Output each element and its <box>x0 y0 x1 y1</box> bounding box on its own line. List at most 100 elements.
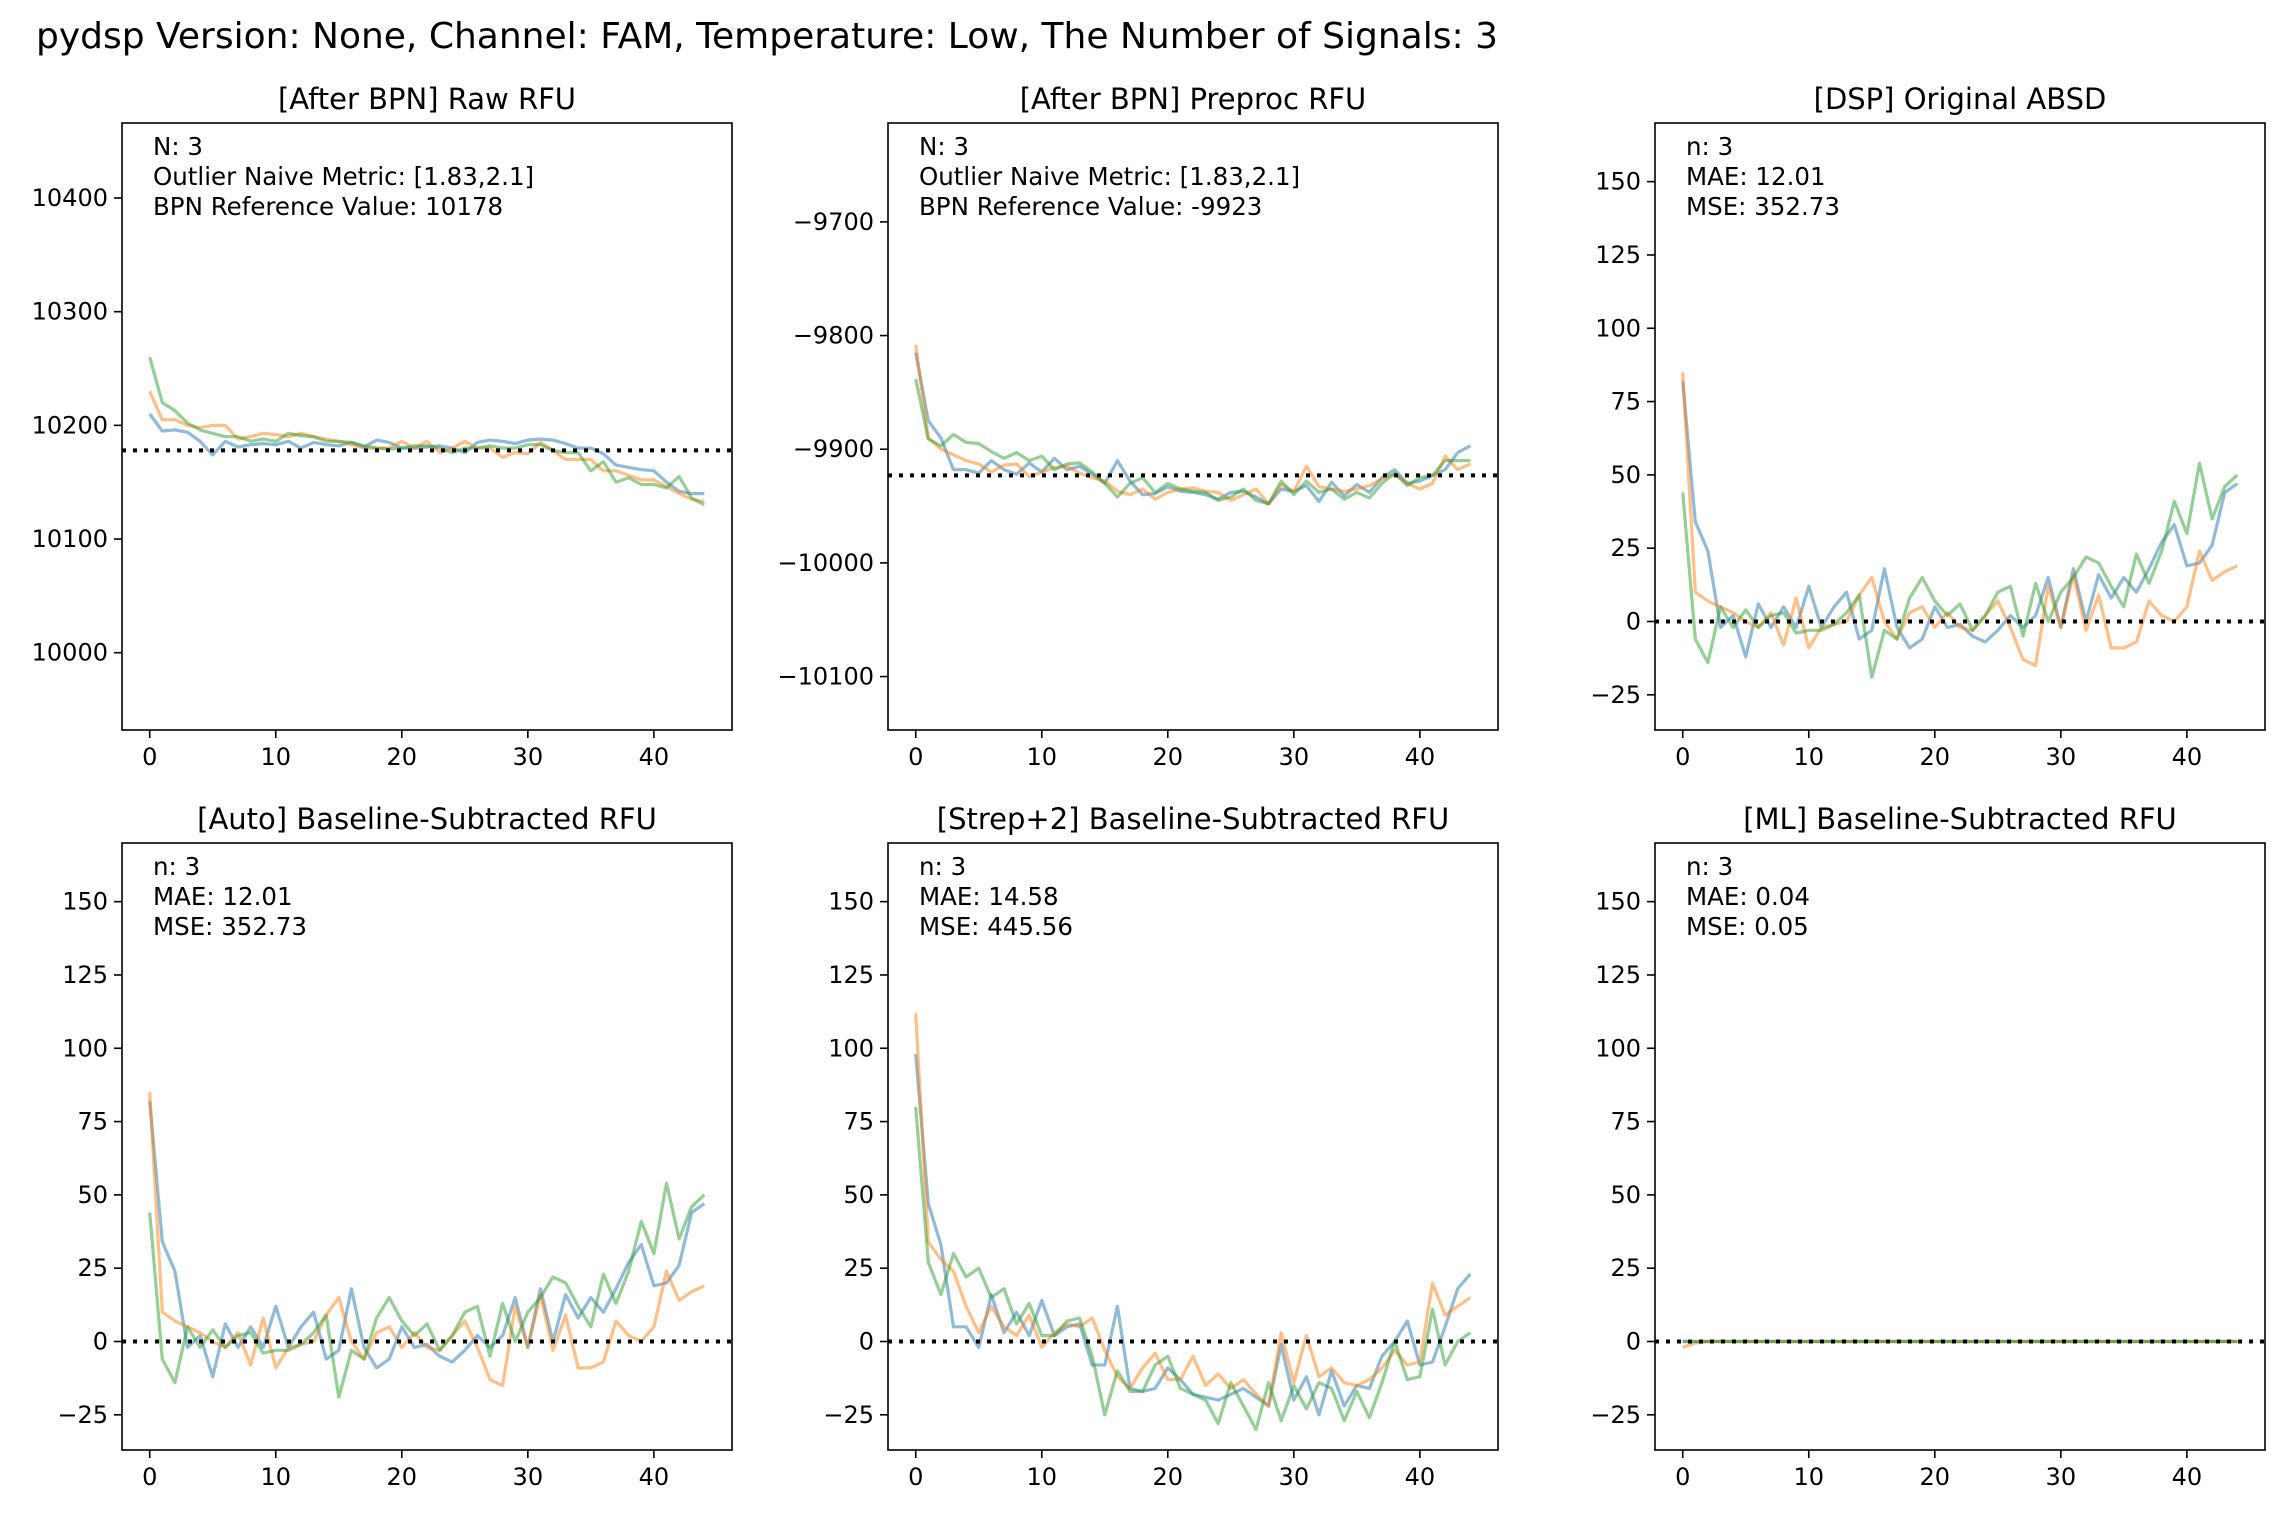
annotation-line: MSE: 352.73 <box>1686 192 1840 221</box>
y-tick-label: −10100 <box>778 663 874 691</box>
annotation-line: BPN Reference Value: -9923 <box>919 192 1262 221</box>
x-tick-label: 20 <box>1153 743 1184 771</box>
subplot-title: [After BPN] Preproc RFU <box>1020 82 1367 116</box>
axes-frame <box>1654 842 2266 1451</box>
y-tick-label: 75 <box>843 1108 874 1136</box>
y-tick-label: 10300 <box>32 298 108 326</box>
subplot-title: [ML] Baseline-Subtracted RFU <box>1743 802 2177 836</box>
subplot-1: [After BPN] Raw RFU 0 10 20 30 40 10000 10100 10… <box>32 82 733 771</box>
x-tick-label: 30 <box>513 743 544 771</box>
axes-frame <box>887 122 1499 731</box>
x-tick-label: 10 <box>1793 743 1824 771</box>
x-tick-label: 10 <box>1026 1463 1057 1491</box>
series-line-2 <box>148 1092 705 1388</box>
y-tick-label: 0 <box>1626 608 1641 636</box>
x-tick-label: 20 <box>387 1463 418 1491</box>
annotation-line: BPN Reference Value: 10178 <box>153 192 503 221</box>
y-tick-label: 0 <box>1626 1328 1641 1356</box>
y-tick-label: 150 <box>828 888 874 916</box>
x-tick-label: 10 <box>260 1463 291 1491</box>
series-line-3 <box>148 1181 706 1399</box>
subplot-3: [DSP] Original ABSD 0 10 20 30 40 150 125 100 75 5… <box>1590 82 2266 771</box>
y-tick-label: 50 <box>1610 1181 1641 1209</box>
annotation-line: MSE: 445.56 <box>919 912 1073 941</box>
plot-area <box>122 1092 732 1399</box>
y-tick-label: 75 <box>1610 1108 1641 1136</box>
series-line-3 <box>148 356 706 507</box>
plot-area <box>888 1013 1498 1432</box>
y-tick-label: 25 <box>77 1254 108 1282</box>
x-tick-label: 20 <box>1920 743 1951 771</box>
x-tick-label: 20 <box>1153 1463 1184 1491</box>
annotation-line: n: 3 <box>919 852 966 881</box>
x-tick-label: 0 <box>908 1463 923 1491</box>
x-tick-label: 40 <box>1405 743 1436 771</box>
x-tick-label: 30 <box>2046 1463 2077 1491</box>
plot-area <box>1655 372 2265 679</box>
x-tick-label: 40 <box>639 1463 670 1491</box>
y-tick-label: 10100 <box>32 525 108 553</box>
y-tick-label: 25 <box>843 1254 874 1282</box>
annotation-line: MAE: 12.01 <box>153 882 293 911</box>
x-tick-label: 30 <box>2046 743 2077 771</box>
plot-area <box>122 356 732 507</box>
series-line-2 <box>914 1013 1472 1408</box>
axes-frame <box>121 122 733 731</box>
annotation-line: MSE: 352.73 <box>153 912 307 941</box>
x-tick-label: 0 <box>1675 743 1690 771</box>
y-tick-label: 50 <box>1610 461 1641 489</box>
x-tick-label: 40 <box>2172 1463 2203 1491</box>
axes-frame <box>1654 122 2266 731</box>
y-tick-label: 10400 <box>32 184 108 212</box>
y-tick-label: −10000 <box>778 549 874 577</box>
y-tick-label: 100 <box>1595 1034 1641 1062</box>
y-tick-label: 150 <box>62 888 108 916</box>
y-tick-label: −25 <box>1590 1401 1641 1429</box>
y-tick-label: 100 <box>1595 314 1641 342</box>
y-tick-label: 25 <box>1610 534 1641 562</box>
subplot-2: [After BPN] Preproc RFU 0 10 20 30 40 −9700 −98… <box>778 82 1499 771</box>
y-tick-label: 125 <box>1595 241 1641 269</box>
annotation-line: MAE: 12.01 <box>1686 162 1826 191</box>
x-tick-label: 40 <box>2172 743 2203 771</box>
y-tick-label: 125 <box>62 961 108 989</box>
subplot-title: [DSP] Original ABSD <box>1814 82 2107 116</box>
y-tick-label: 50 <box>77 1181 108 1209</box>
x-tick-label: 20 <box>387 743 418 771</box>
y-tick-label: 100 <box>62 1034 108 1062</box>
y-tick-label: −9800 <box>793 322 874 350</box>
x-tick-label: 20 <box>1920 1463 1951 1491</box>
annotation-line: MSE: 0.05 <box>1686 912 1809 941</box>
annotation-line: N: 3 <box>919 132 969 161</box>
x-tick-label: 30 <box>1279 1463 1310 1491</box>
annotation-line: MAE: 14.58 <box>919 882 1059 911</box>
annotation-line: n: 3 <box>1686 852 1733 881</box>
annotation-line: Outlier Naive Metric: [1.83,2.1] <box>153 162 534 191</box>
y-tick-label: −9900 <box>793 435 874 463</box>
y-tick-label: 0 <box>93 1328 108 1356</box>
x-tick-label: 10 <box>1026 743 1057 771</box>
x-tick-label: 0 <box>908 743 923 771</box>
annotation-line: n: 3 <box>1686 132 1733 161</box>
y-tick-label: 25 <box>1610 1254 1641 1282</box>
x-tick-label: 40 <box>1405 1463 1436 1491</box>
subplot-title: [After BPN] Raw RFU <box>278 82 576 116</box>
y-tick-label: 150 <box>1595 168 1641 196</box>
plot-area <box>888 344 1498 506</box>
x-tick-label: 0 <box>142 743 157 771</box>
x-tick-label: 40 <box>639 743 670 771</box>
x-tick-label: 0 <box>1675 1463 1690 1491</box>
series-line-2 <box>1681 372 2238 668</box>
annotation-line: Outlier Naive Metric: [1.83,2.1] <box>919 162 1300 191</box>
subplot-5: [Strep+2] Baseline-Subtracted RFU 0 10 20 30… <box>823 802 1499 1491</box>
x-tick-label: 10 <box>1793 1463 1824 1491</box>
x-tick-label: 30 <box>513 1463 544 1491</box>
y-tick-label: 75 <box>77 1108 108 1136</box>
plot-area <box>1655 1339 2265 1349</box>
subplot-title: [Strep+2] Baseline-Subtracted RFU <box>937 802 1449 836</box>
annotation-line: n: 3 <box>153 852 200 881</box>
y-tick-label: −25 <box>57 1401 108 1429</box>
subplot-title: [Auto] Baseline-Subtracted RFU <box>197 802 657 836</box>
